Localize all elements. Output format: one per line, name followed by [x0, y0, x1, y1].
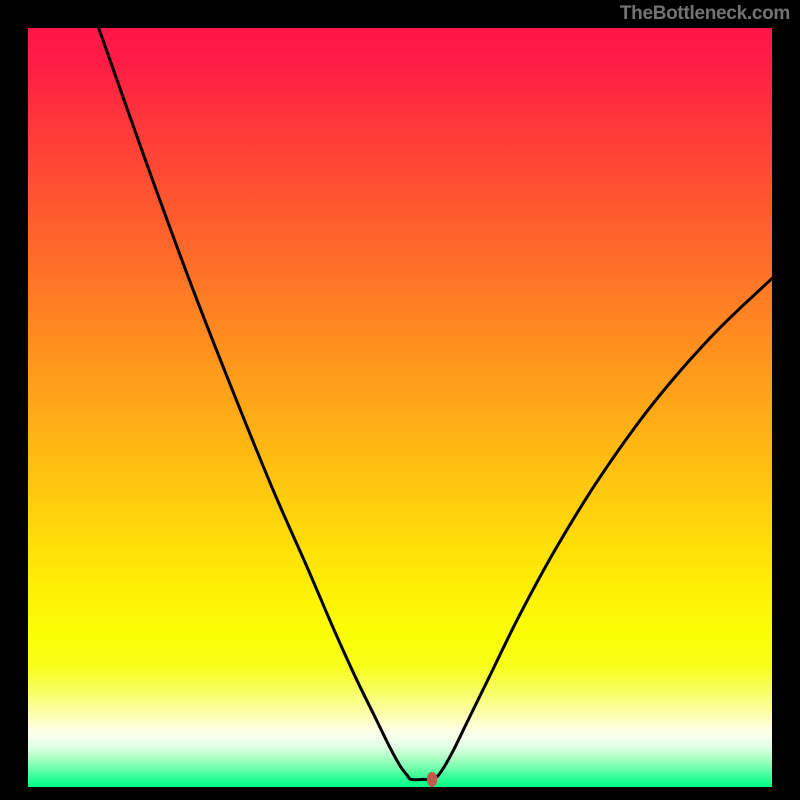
bottleneck-curve-chart — [0, 0, 800, 800]
chart-container: TheBottleneck.com — [0, 0, 800, 800]
watermark-text: TheBottleneck.com — [620, 3, 790, 25]
minimum-marker — [427, 772, 437, 787]
